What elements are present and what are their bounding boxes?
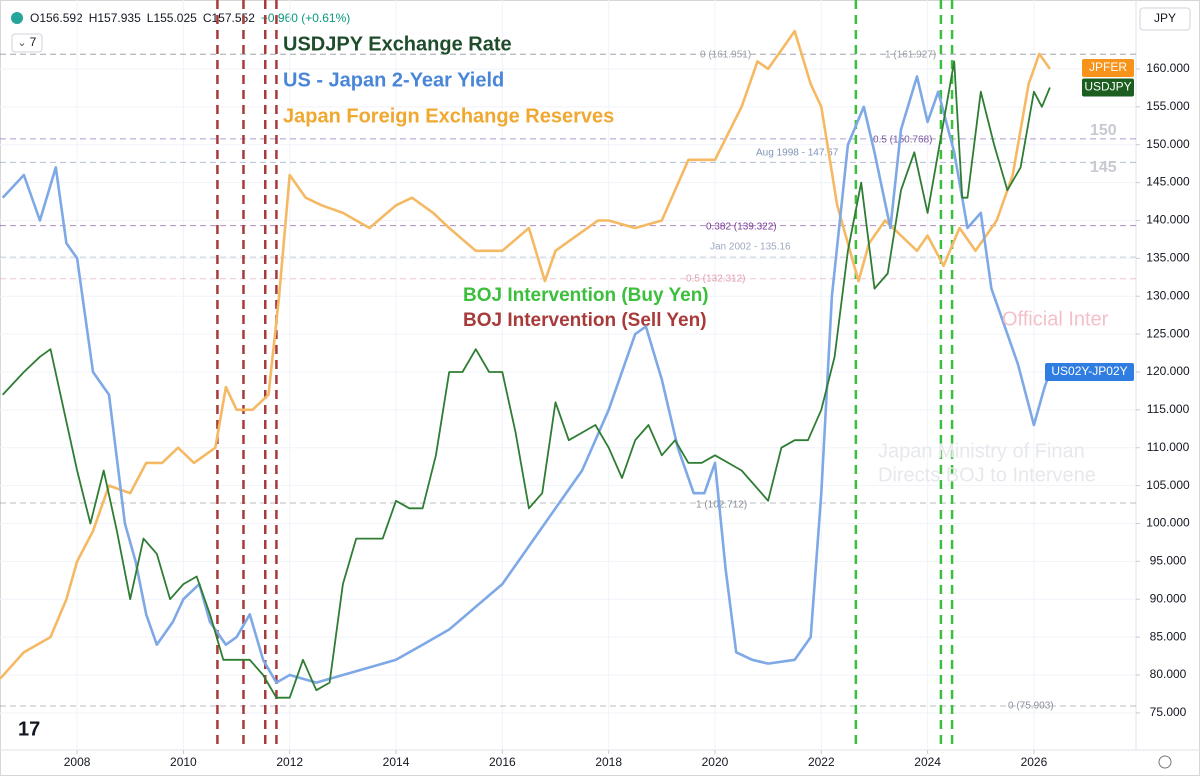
level-label: 1 (161.927) xyxy=(885,50,936,61)
level-label: 0.5 (150.768) xyxy=(873,135,933,146)
x-tick-label: 2024 xyxy=(914,755,941,769)
x-tick-label: 2012 xyxy=(276,755,303,769)
intervention-legend: BOJ Intervention (Sell Yen) xyxy=(463,310,707,331)
level-label: 150 xyxy=(1090,122,1117,139)
x-tick-label: 2020 xyxy=(702,755,729,769)
legend-entry: Japan Foreign Exchange Reserves xyxy=(283,105,614,127)
level-label: Aug 1998 - 147.67 xyxy=(756,148,839,159)
legend-entry: USDJPY Exchange Rate xyxy=(283,33,512,55)
level-label: 0 (75.903) xyxy=(1008,701,1054,712)
currency[interactable]: JPY xyxy=(1154,11,1176,25)
settings-icon[interactable] xyxy=(1158,755,1172,769)
price-tag-label: JPFER xyxy=(1089,60,1127,74)
ohlc-value: H157.935 xyxy=(89,11,141,25)
chevron: ⌄ xyxy=(17,37,26,49)
annotation: Official Inter xyxy=(1002,308,1109,330)
y-tick-label: 160.000 xyxy=(1146,61,1190,75)
collapse-button[interactable] xyxy=(11,33,43,53)
x-tick-label: 2018 xyxy=(595,755,622,769)
price-tag xyxy=(1045,362,1134,381)
y-tick-label: 80.000 xyxy=(1150,667,1187,681)
legend-entry: US - Japan 2-Year Yield xyxy=(283,69,504,91)
badge[interactable]: 7 xyxy=(30,35,37,49)
x-tick-label: 2016 xyxy=(489,755,516,769)
x-tick-label: 2026 xyxy=(1021,755,1048,769)
y-tick-label: 140.000 xyxy=(1146,213,1190,227)
currency-button[interactable] xyxy=(1139,7,1191,31)
y-tick-label: 120.000 xyxy=(1146,364,1190,378)
level-label: 1 (102.712) xyxy=(696,500,747,511)
y-tick-label: 100.000 xyxy=(1146,516,1190,530)
logo: 17 xyxy=(18,718,40,740)
price-tag-label: US02Y-JP02Y xyxy=(1051,364,1127,378)
price-tag xyxy=(1082,59,1134,77)
y-tick-label: 130.000 xyxy=(1146,288,1190,302)
x-tick-label: 2008 xyxy=(64,755,91,769)
y-tick-label: 125.000 xyxy=(1146,326,1190,340)
ohlc-value: O156.592 xyxy=(30,11,83,25)
y-tick-label: 95.000 xyxy=(1150,554,1187,568)
level-label: 145 xyxy=(1090,159,1117,176)
x-tick-label: 2022 xyxy=(808,755,835,769)
y-tick-label: 150.000 xyxy=(1146,137,1190,151)
level-label: 0.382 (139.322) xyxy=(706,222,777,233)
annotation: Directs BOJ to Intervene xyxy=(878,464,1096,486)
y-tick-label: 135.000 xyxy=(1146,251,1190,265)
annotation: Japan Ministry of Finan xyxy=(878,440,1085,462)
x-tick-label: 2014 xyxy=(383,755,410,769)
intervention-legend: BOJ Intervention (Buy Yen) xyxy=(463,285,709,306)
ohlc-value: +0.960 (+0.61%) xyxy=(261,11,350,25)
price-tag-label: USDJPY xyxy=(1084,80,1131,94)
y-tick-label: 115.000 xyxy=(1147,402,1190,416)
level-label: Jan 2002 - 135.16 xyxy=(710,242,791,253)
y-tick-label: 145.000 xyxy=(1146,175,1190,189)
ohlc-value: C157.552 xyxy=(203,11,255,25)
y-tick-label: 75.000 xyxy=(1150,705,1187,719)
y-tick-label: 155.000 xyxy=(1146,99,1190,113)
y-tick-label: 85.000 xyxy=(1150,629,1187,643)
ohlc-value: L155.025 xyxy=(147,11,197,25)
status-dot xyxy=(11,12,23,24)
series-line xyxy=(0,29,1051,680)
y-tick-label: 110.000 xyxy=(1147,440,1190,454)
series-line xyxy=(2,60,1051,699)
y-tick-label: 90.000 xyxy=(1150,591,1187,605)
y-tick-label: 105.000 xyxy=(1146,478,1190,492)
series-line xyxy=(1,75,1052,684)
x-tick-label: 2010 xyxy=(170,755,197,769)
price-tag xyxy=(1082,78,1134,97)
level-label: 0.5 (132.312) xyxy=(686,274,746,285)
level-label: 0 (161.951) xyxy=(700,50,751,61)
